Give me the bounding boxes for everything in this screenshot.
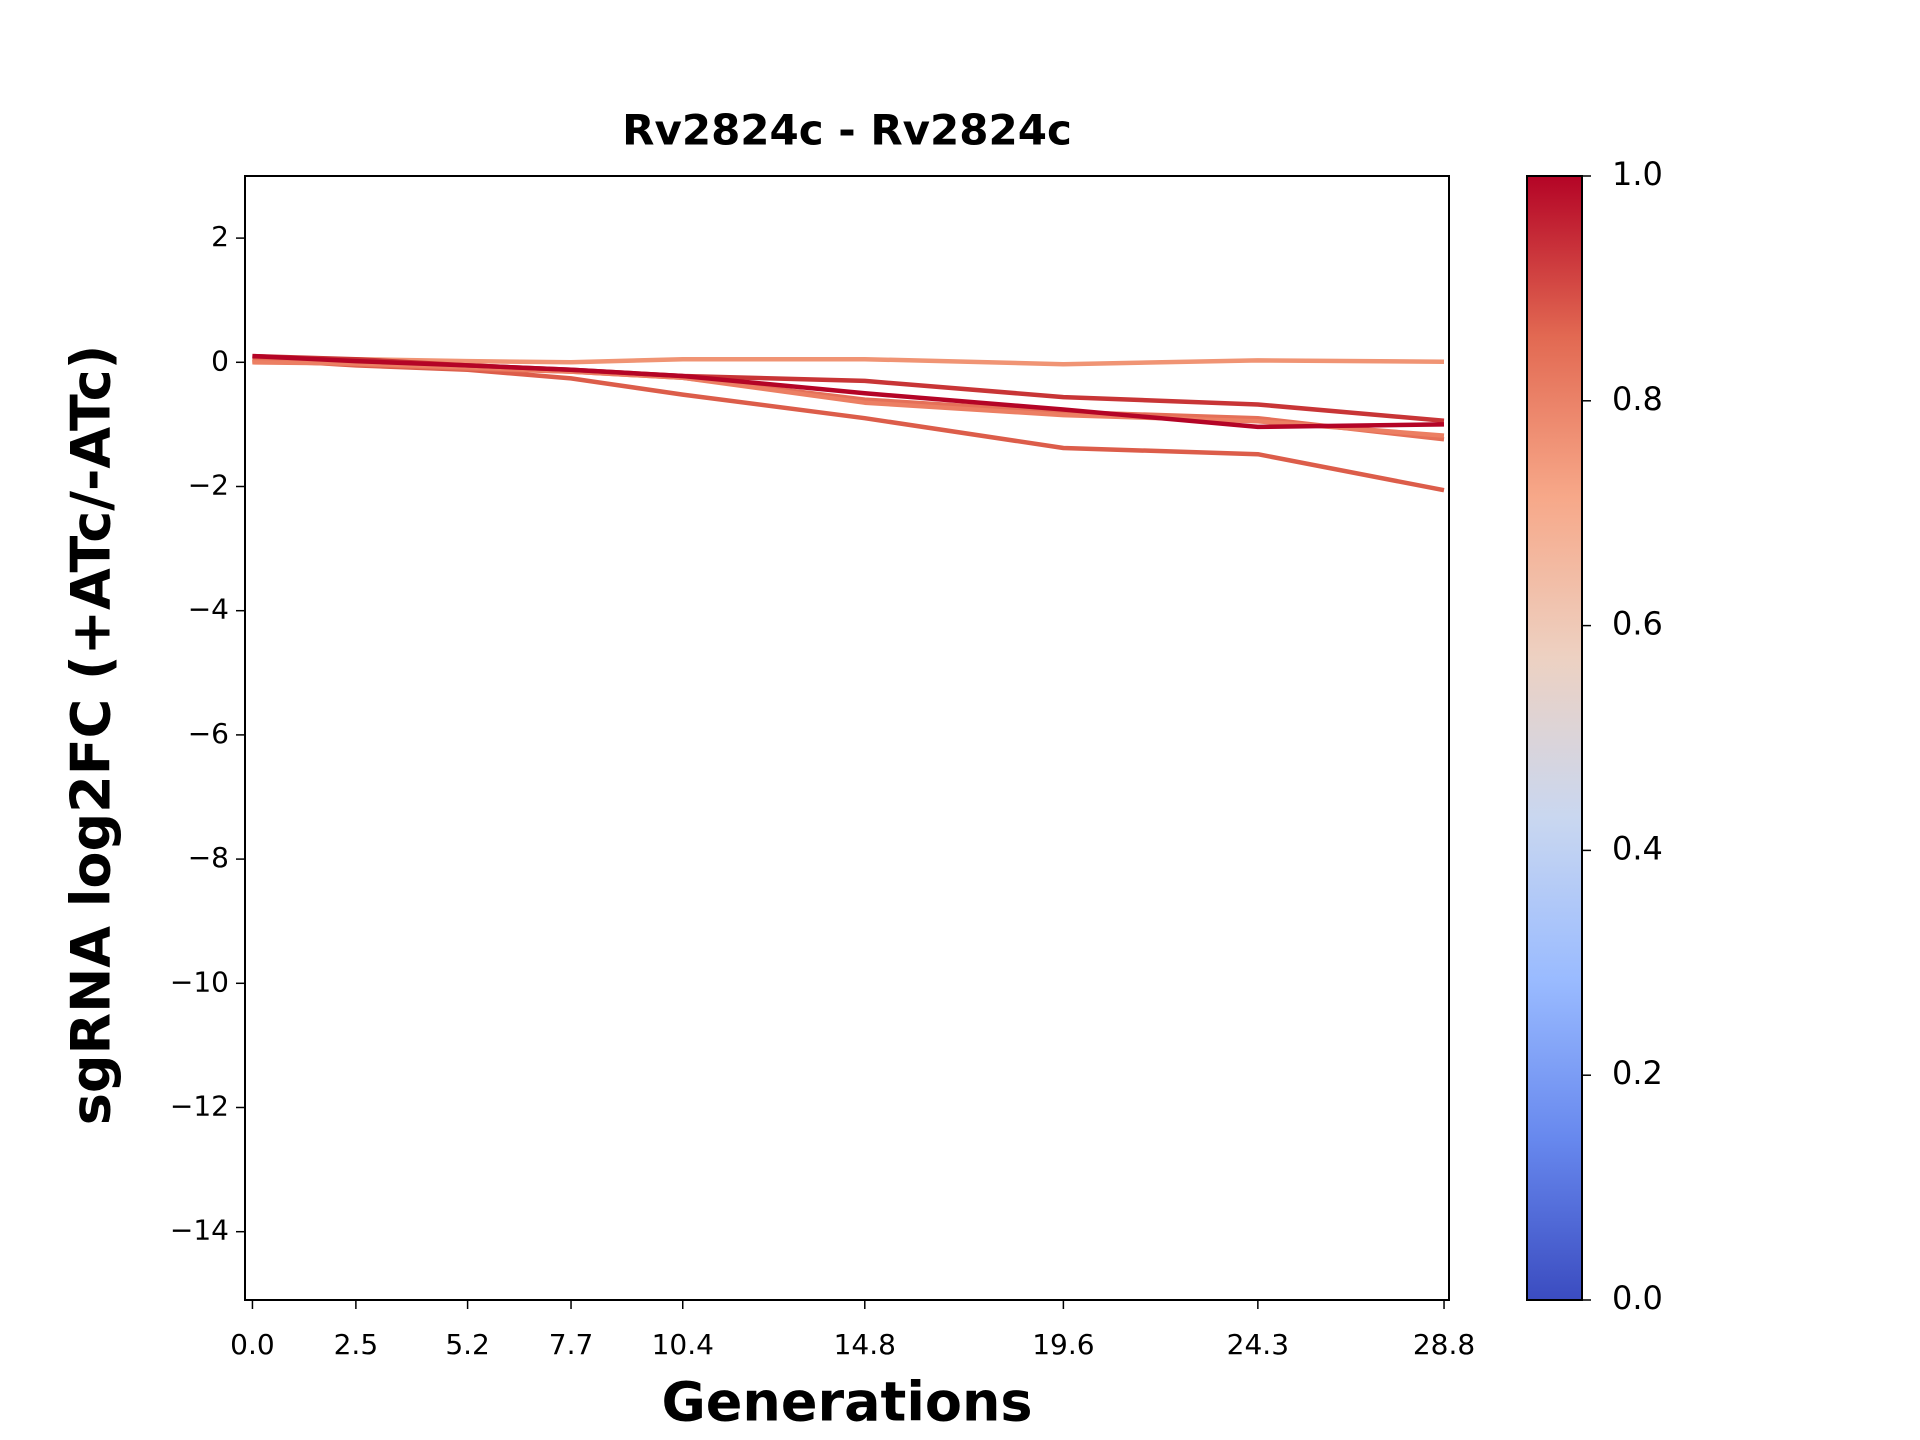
x-tick-label: 5.2 [445,1328,490,1361]
colorbar-tick-label: 0.0 [1612,1279,1663,1317]
x-tick-label: 28.8 [1413,1328,1475,1361]
x-axis-label: Generations [661,1371,1032,1434]
y-tick-label: −10 [170,965,229,998]
x-tick-label: 14.8 [834,1328,896,1361]
y-tick-label: −2 [188,468,229,501]
y-tick-label: −6 [188,717,229,750]
x-tick-label: 7.7 [549,1328,594,1361]
colorbar [1526,175,1583,1301]
plot-frame [244,175,1450,1301]
colorbar-tick-label: 0.2 [1612,1054,1663,1092]
colorbar-tick-label: 1.0 [1612,155,1663,193]
y-tick-label: −4 [188,593,229,626]
colorbar-tick-label: 0.8 [1612,380,1663,418]
x-tick-label: 19.6 [1032,1328,1094,1361]
series-line [252,353,1445,430]
y-tick-label: 2 [211,220,229,253]
y-tick-label: 0 [211,344,229,377]
x-tick-label: 0.0 [230,1328,275,1361]
colorbar-tick-label: 0.6 [1612,605,1663,643]
y-axis-label: sgRNA log2FC (+ATc/-ATc) [60,345,123,1126]
colorbar-tick-label: 0.4 [1612,829,1663,867]
y-tick-label: −12 [170,1089,229,1122]
chart-title: Rv2824c - Rv2824c [622,106,1072,155]
x-tick-label: 2.5 [334,1328,379,1361]
y-tick-label: −14 [170,1214,229,1247]
x-tick-label: 10.4 [652,1328,714,1361]
y-tick-label: −8 [188,841,229,874]
x-tick-label: 24.3 [1227,1328,1289,1361]
